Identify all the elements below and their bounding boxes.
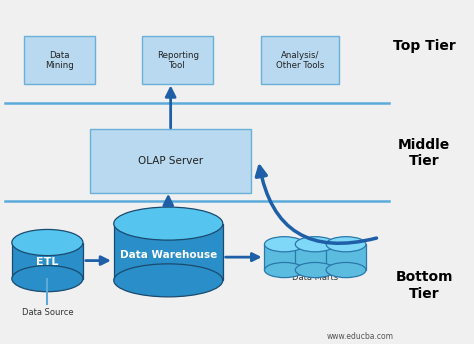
Text: Data
Mining: Data Mining (45, 51, 73, 70)
Ellipse shape (295, 237, 335, 252)
FancyBboxPatch shape (24, 36, 95, 84)
FancyBboxPatch shape (261, 36, 339, 84)
FancyBboxPatch shape (142, 36, 213, 84)
Text: Data Source: Data Source (22, 308, 73, 317)
Ellipse shape (264, 237, 304, 252)
Text: Middle
Tier: Middle Tier (398, 138, 450, 168)
Text: Top Tier: Top Tier (393, 40, 456, 53)
Text: OLAP Server: OLAP Server (138, 156, 203, 166)
Text: Data Warehouse: Data Warehouse (119, 250, 217, 260)
Polygon shape (264, 244, 304, 270)
Ellipse shape (12, 266, 83, 292)
Text: ETL: ETL (36, 257, 59, 267)
Polygon shape (326, 244, 366, 270)
Polygon shape (295, 244, 335, 270)
Polygon shape (12, 243, 83, 279)
Ellipse shape (295, 262, 335, 278)
Text: Bottom
Tier: Bottom Tier (395, 270, 453, 301)
Ellipse shape (114, 264, 223, 297)
Text: Data Marts: Data Marts (292, 273, 338, 282)
Ellipse shape (264, 262, 304, 278)
Ellipse shape (326, 262, 366, 278)
Ellipse shape (12, 229, 83, 256)
Polygon shape (114, 224, 223, 280)
Ellipse shape (326, 237, 366, 252)
FancyBboxPatch shape (90, 129, 251, 193)
Text: Analysis/
Other Tools: Analysis/ Other Tools (275, 51, 324, 70)
Text: www.educba.com: www.educba.com (327, 332, 393, 341)
FancyArrowPatch shape (256, 166, 376, 243)
Text: Reporting
Tool: Reporting Tool (157, 51, 199, 70)
Ellipse shape (114, 207, 223, 240)
